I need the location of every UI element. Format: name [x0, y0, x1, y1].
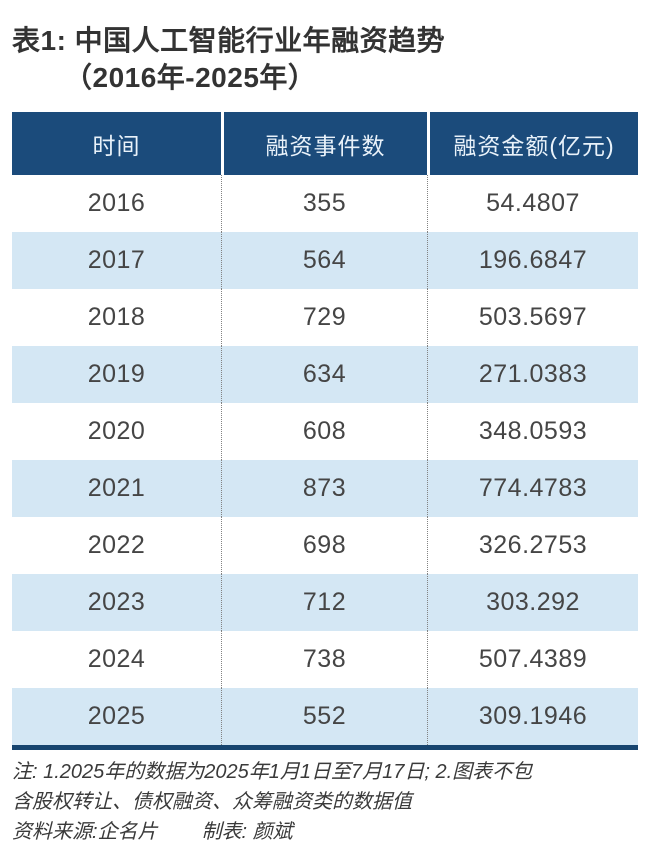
footnotes: 注: 1.2025年的数据为2025年1月1日至7月17日; 2.图表不包 含股…: [12, 757, 642, 847]
year-cell: 2025: [87, 702, 146, 730]
note-line-2: 含股权转让、债权融资、众筹融资类的数据值: [12, 791, 412, 813]
amount-cell: 303.292: [427, 574, 638, 631]
financing-table: 时间 融资事件数 融资金额(亿元) 2016 355 54.4807 2017 …: [12, 112, 638, 750]
title-line-1: 表1: 中国人工智能行业年融资趋势: [12, 25, 446, 56]
amount-cell: 271.0383: [427, 346, 638, 403]
title-line-2: （2016年-2025年）: [64, 62, 317, 93]
table-row: 2019 634 271.0383: [12, 346, 638, 403]
amount-cell: 503.5697: [427, 289, 638, 346]
table-row: 2017 564 196.6847: [12, 232, 638, 289]
year-cell: 2023: [87, 588, 146, 616]
year-cell: 2016: [87, 189, 146, 217]
amount-cell: 774.4783: [427, 460, 638, 517]
events-cell: 712: [221, 574, 427, 631]
events-cell: 552: [221, 688, 427, 745]
year-cell: 2018: [87, 303, 146, 331]
table-row: 2022 698 326.2753: [12, 517, 638, 574]
year-cell: 2024: [87, 645, 146, 673]
source-row: 资料来源:企名片 制表: 颜斌: [12, 817, 642, 847]
amount-cell: 507.4389: [427, 631, 638, 688]
amount-cell: 54.4807: [427, 175, 638, 232]
header-cell-time: 时间: [92, 132, 141, 159]
year-cell: 2021: [87, 474, 146, 502]
events-cell: 608: [221, 403, 427, 460]
amount-cell: 326.2753: [427, 517, 638, 574]
events-cell: 634: [221, 346, 427, 403]
events-cell: 873: [221, 460, 427, 517]
table-row: 2024 738 507.4389: [12, 631, 638, 688]
table-row: 2021 873 774.4783: [12, 460, 638, 517]
table-row: 2023 712 303.292: [12, 574, 638, 631]
table-row: 2016 355 54.4807: [12, 175, 638, 232]
table-row: 2020 608 348.0593: [12, 403, 638, 460]
year-cell: 2019: [87, 360, 146, 388]
table-row: 2018 729 503.5697: [12, 289, 638, 346]
table-row: 2025 552 309.1946: [12, 688, 638, 745]
table-bottom-rule: [12, 745, 638, 750]
amount-cell: 196.6847: [427, 232, 638, 289]
events-cell: 738: [221, 631, 427, 688]
page-title: 表1: 中国人工智能行业年融资趋势 （2016年-2025年）: [12, 22, 638, 96]
events-cell: 355: [221, 175, 427, 232]
note-line-1: 注: 1.2025年的数据为2025年1月1日至7月17日; 2.图表不包: [12, 761, 533, 783]
credit-label: 制表: 颜斌: [201, 821, 293, 843]
data-source-label: 资料来源:企名片: [12, 821, 158, 843]
events-cell: 729: [221, 289, 427, 346]
header-cell-amount: 融资金额(亿元): [427, 112, 638, 175]
amount-cell: 348.0593: [427, 403, 638, 460]
header-cell-event-count: 融资事件数: [221, 112, 427, 175]
amount-cell: 309.1946: [427, 688, 638, 745]
events-cell: 698: [221, 517, 427, 574]
year-cell: 2020: [87, 417, 146, 445]
table-header-row: 时间 融资事件数 融资金额(亿元): [12, 112, 638, 175]
year-cell: 2022: [87, 531, 146, 559]
events-cell: 564: [221, 232, 427, 289]
year-cell: 2017: [87, 246, 146, 274]
